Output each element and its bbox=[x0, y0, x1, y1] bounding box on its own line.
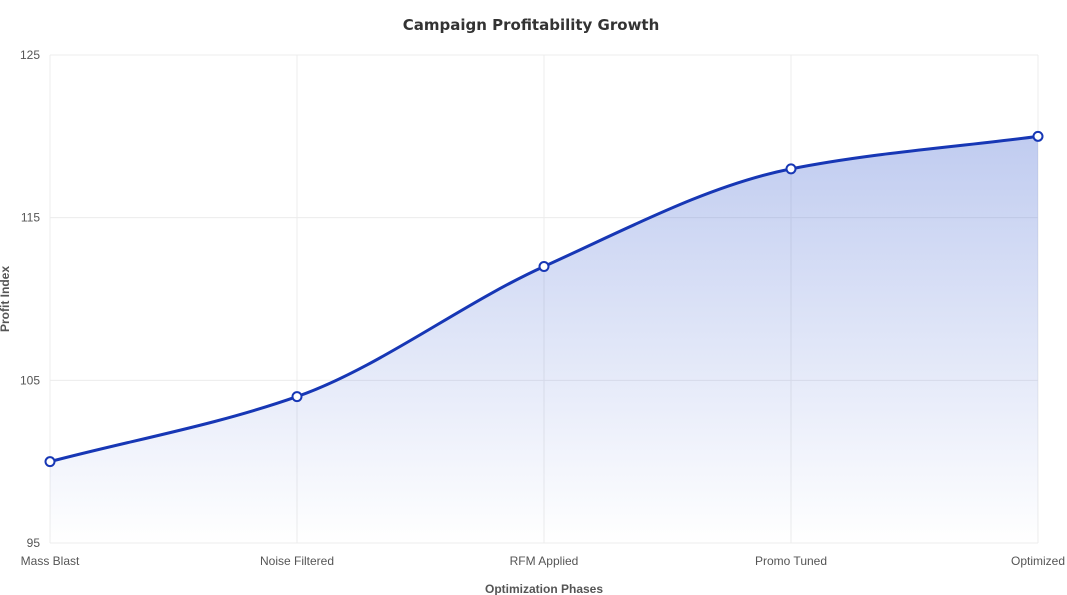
x-tick-label: Mass Blast bbox=[21, 554, 80, 568]
y-axis-label: Profit Index bbox=[0, 266, 12, 332]
x-tick-label: Optimized bbox=[1011, 554, 1065, 568]
y-tick-label: 105 bbox=[20, 373, 40, 387]
data-point[interactable] bbox=[44, 456, 56, 468]
x-tick-label: Promo Tuned bbox=[755, 554, 827, 568]
y-tick-label: 125 bbox=[20, 48, 40, 62]
data-point[interactable] bbox=[785, 163, 797, 175]
data-point[interactable] bbox=[538, 260, 550, 272]
y-tick-label: 95 bbox=[27, 536, 41, 550]
data-point[interactable] bbox=[291, 391, 303, 403]
y-tick-label: 115 bbox=[21, 211, 40, 225]
x-tick-label: RFM Applied bbox=[510, 554, 579, 568]
area-fill bbox=[50, 136, 1038, 544]
x-tick-label: Noise Filtered bbox=[260, 554, 334, 568]
x-axis-label: Optimization Phases bbox=[485, 582, 603, 595]
chart-title: Campaign Profitability Growth bbox=[403, 16, 660, 34]
data-point[interactable] bbox=[1032, 130, 1044, 142]
